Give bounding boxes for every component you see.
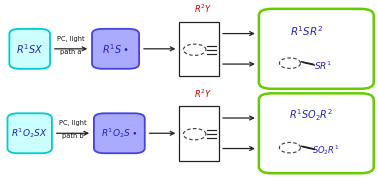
FancyBboxPatch shape [259,9,374,89]
Bar [180,22,219,76]
Text: $SR^1$: $SR^1$ [314,59,333,72]
Text: $R^1SO_2R^2$: $R^1SO_2R^2$ [289,108,333,124]
Text: $R^1SX$: $R^1SX$ [16,42,43,56]
Text: $R^1O_2S\bullet$: $R^1O_2S\bullet$ [101,126,137,140]
Text: PC, light: PC, light [57,36,85,42]
Text: $R^1SR^2$: $R^1SR^2$ [290,24,324,38]
FancyBboxPatch shape [8,113,52,153]
FancyBboxPatch shape [92,29,139,69]
FancyBboxPatch shape [9,29,50,69]
Bar [180,106,219,160]
Text: $R^2Y$: $R^2Y$ [194,87,212,100]
FancyBboxPatch shape [259,93,374,173]
Text: path b: path b [62,133,84,139]
Text: $SO_2R^1$: $SO_2R^1$ [312,143,340,157]
Text: $R^1O_2SX$: $R^1O_2SX$ [11,126,48,140]
Text: PC, light: PC, light [59,120,87,126]
Text: path a: path a [60,48,82,55]
Text: $R^1S\bullet$: $R^1S\bullet$ [102,42,129,56]
FancyBboxPatch shape [94,113,145,153]
Text: $R^2Y$: $R^2Y$ [194,3,212,15]
